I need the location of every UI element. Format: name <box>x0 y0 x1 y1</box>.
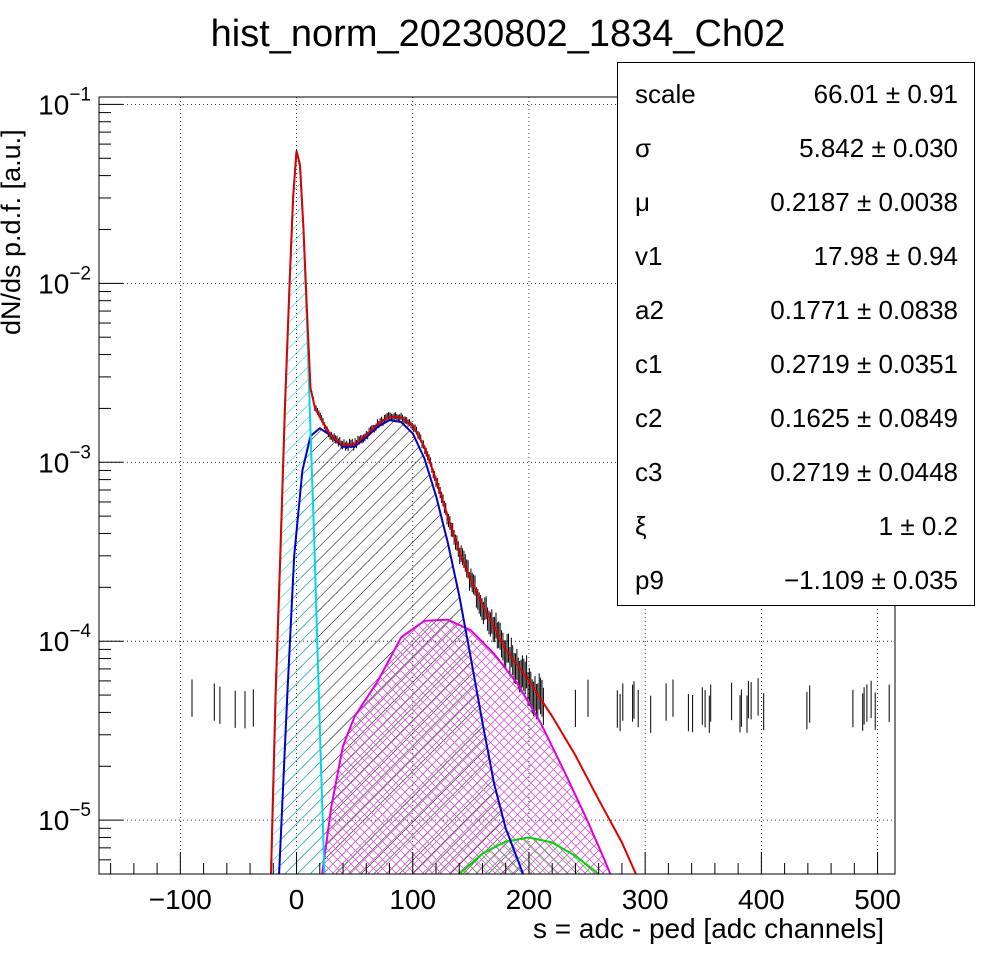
stat-name: μ <box>635 187 650 217</box>
x-tick-label: 100 <box>389 884 436 915</box>
one-pe-curve <box>278 419 525 874</box>
x-tick-label: 400 <box>738 884 785 915</box>
chart-title: hist_norm_20230802_1834_Ch02 <box>211 13 786 55</box>
y-axis: 10−5 10−4 10−3 10−2 10−1 <box>38 84 123 861</box>
stat-value: 0.1625 ± 0.0849 <box>770 403 958 433</box>
x-tick-label: 200 <box>506 884 553 915</box>
stat-row-c3: c3 0.2719 ± 0.0448 <box>618 443 974 497</box>
x-tick-label: 500 <box>854 884 901 915</box>
stat-row-v1: v1 17.98 ± 0.94 <box>618 227 974 281</box>
stat-value: 0.2719 ± 0.0351 <box>770 349 958 379</box>
stat-value: −1.109 ± 0.035 <box>783 565 958 595</box>
stat-row-scale: scale 66.01 ± 0.91 <box>618 65 974 119</box>
y-tick-label: 10−1 <box>38 84 91 120</box>
stat-value: 66.01 ± 0.91 <box>813 79 958 109</box>
y-tick-label: 10−2 <box>38 263 91 299</box>
stat-row-sigma: σ 5.842 ± 0.030 <box>618 119 974 173</box>
stat-name: a2 <box>635 295 664 325</box>
stat-value: 0.1771 ± 0.0838 <box>770 295 958 325</box>
stat-name: v1 <box>635 241 663 271</box>
stat-row-c1: c1 0.2719 ± 0.0351 <box>618 335 974 389</box>
y-tick-label: 10−3 <box>38 442 91 478</box>
x-axis-label: s = adc - ped [adc channels] <box>533 913 884 944</box>
stat-name: c3 <box>635 457 663 487</box>
fit-parameters-box: scale 66.01 ± 0.91 σ 5.842 ± 0.030 μ 0.2… <box>617 62 975 606</box>
two-pe-curve <box>321 618 612 874</box>
x-tick-label: −100 <box>149 884 212 915</box>
stat-row-xi: ξ 1 ± 0.2 <box>618 497 974 551</box>
x-tick-label: 300 <box>622 884 669 915</box>
x-axis: −100 0 100 200 300 400 500 <box>110 852 901 915</box>
y-tick-label: 10−4 <box>38 621 91 657</box>
x-tick-label: 0 <box>289 884 305 915</box>
two-pe-fill <box>322 619 611 874</box>
stat-name: c1 <box>635 349 663 379</box>
stat-value: 0.2187 ± 0.0038 <box>770 187 958 217</box>
stat-row-p9: p9 −1.109 ± 0.035 <box>618 551 974 605</box>
y-axis-label: dN/ds p.d.f. [a.u.] <box>0 129 26 335</box>
stat-name: ξ <box>635 511 647 541</box>
stat-name: σ <box>635 133 652 163</box>
stat-name: scale <box>635 79 696 109</box>
stat-name: c2 <box>635 403 663 433</box>
y-tick-label: 10−5 <box>38 800 91 836</box>
stat-value: 1 ± 0.2 <box>878 511 958 541</box>
stat-name: p9 <box>635 565 664 595</box>
fit-curves <box>270 150 637 874</box>
three-pe-curve <box>458 836 600 874</box>
stat-row-c2: c2 0.1625 ± 0.0849 <box>618 389 974 443</box>
stat-value: 17.98 ± 0.94 <box>813 241 958 271</box>
total-fit-curve <box>270 150 637 874</box>
stat-value: 0.2719 ± 0.0448 <box>770 457 958 487</box>
stat-row-mu: μ 0.2187 ± 0.0038 <box>618 173 974 227</box>
stat-row-a2: a2 0.1771 ± 0.0838 <box>618 281 974 335</box>
stat-value: 5.842 ± 0.030 <box>799 133 958 163</box>
